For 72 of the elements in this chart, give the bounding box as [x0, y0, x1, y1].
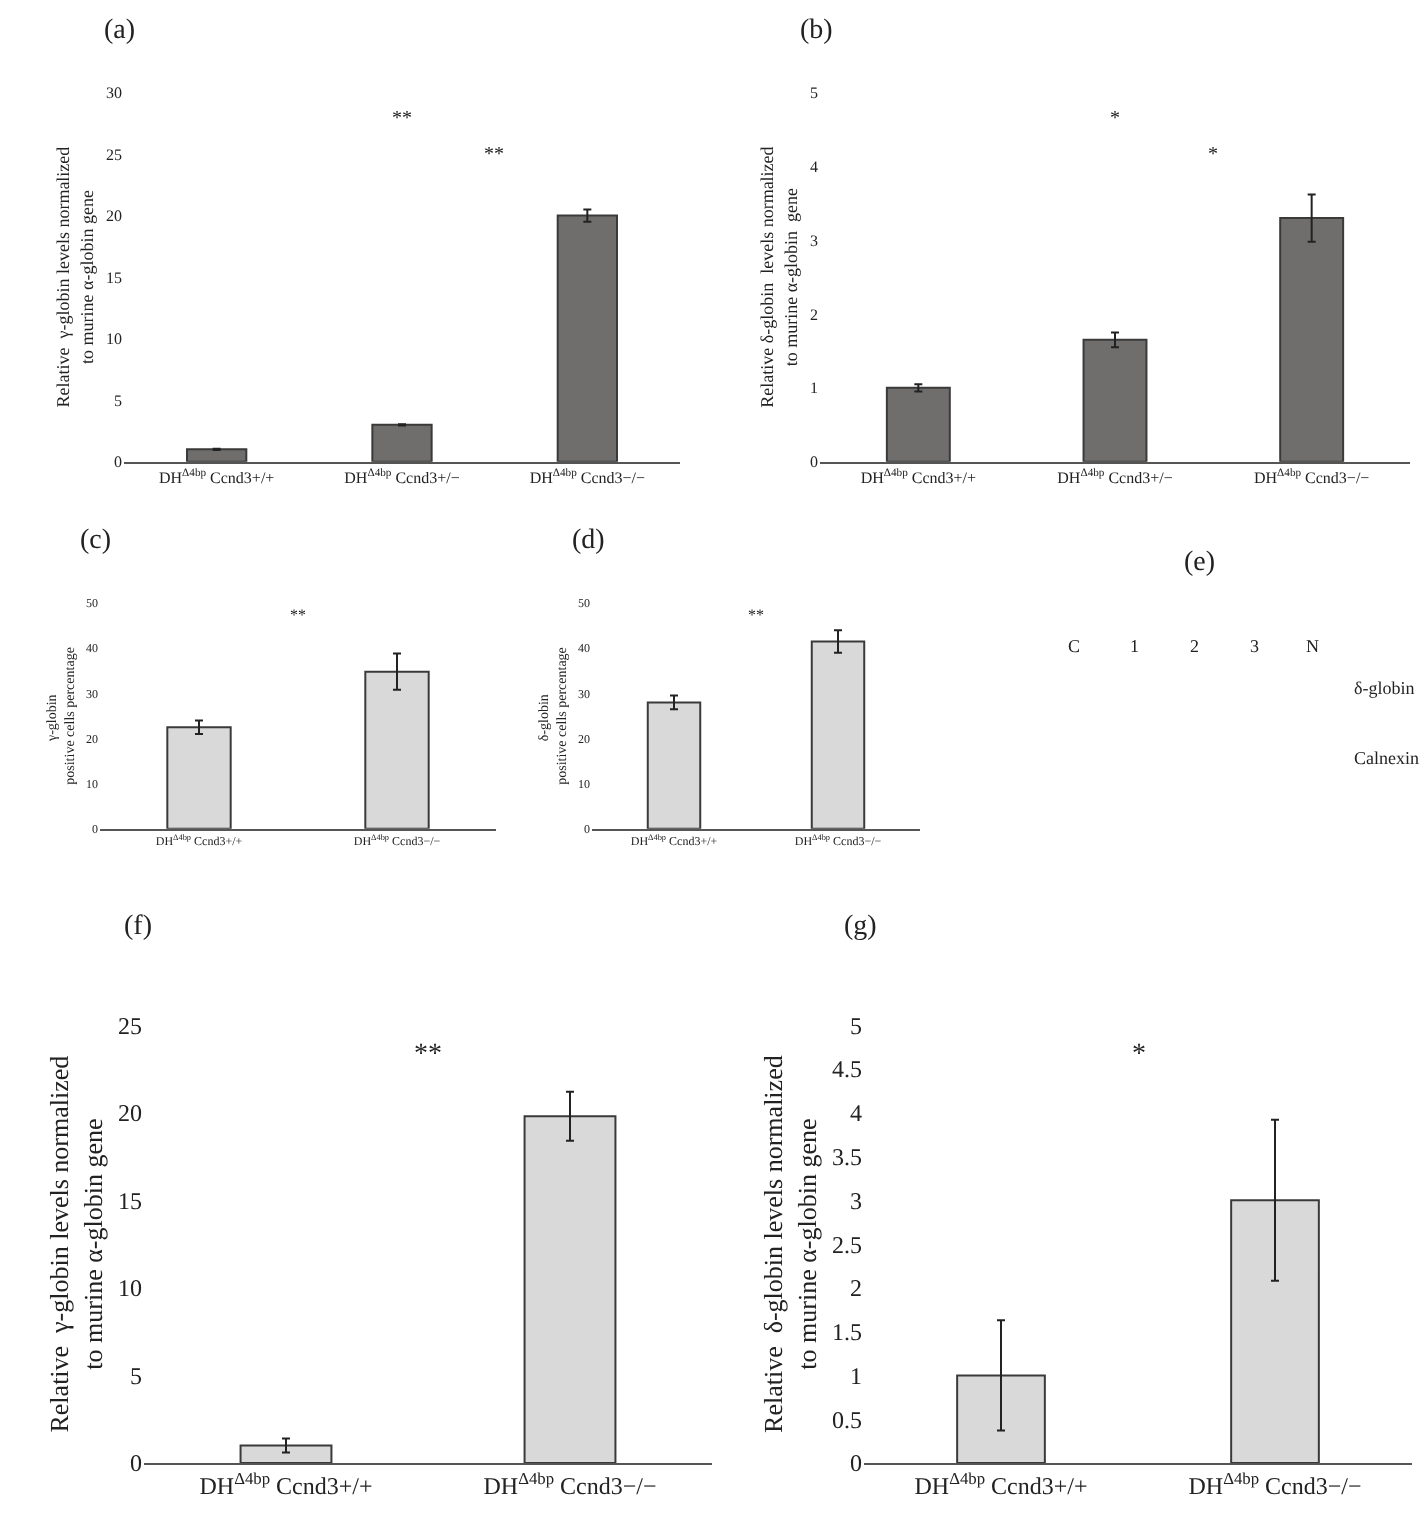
y-tick-label: 1.5	[832, 1318, 862, 1347]
text: (e)	[1184, 548, 1216, 578]
bar	[885, 386, 951, 462]
y-tick-label: 25	[118, 1011, 142, 1040]
chart-title: (f)	[124, 912, 153, 942]
y-tick-label: 2	[810, 305, 818, 324]
y-tick-label: 4	[810, 157, 818, 176]
text: N	[1306, 636, 1320, 656]
text: C	[1068, 636, 1081, 656]
y-tick-label: 15	[118, 1186, 142, 1215]
text: 2	[1190, 636, 1199, 656]
x-tick-label: DH$^{Δ4bp}$ Ccnd3−/−	[1188, 1469, 1362, 1500]
x-tick-label: DH$^{Δ4bp}$ Ccnd3−/−	[1253, 468, 1371, 487]
x-tick-label: DH$^{Δ4bp}$ Ccnd3−/−	[483, 1469, 657, 1500]
annotation: **	[290, 606, 306, 624]
y-tick-label: 4.5	[832, 1055, 862, 1084]
y-tick-label: 5	[850, 1011, 862, 1040]
y-tick-label: 5	[130, 1361, 142, 1390]
y-axis-title: Relative δ-globin levels normalized to murine α-globin gene	[758, 1054, 822, 1433]
x-tick-label: DH$^{Δ4bp}$ Ccnd3+/−	[344, 468, 461, 487]
y-tick-label: 2.5	[832, 1230, 862, 1259]
annotation: *	[1110, 108, 1120, 130]
y-tick-label: 0	[114, 453, 122, 472]
y-axis-title: Relative γ-globin levels normalized to murine α-globin gene	[53, 145, 97, 408]
y-tick-label: 0	[810, 453, 818, 472]
y-tick-label: 5	[810, 84, 818, 103]
x-tick-label: DH$^{Δ4bp}$ Ccnd3+/+	[860, 468, 977, 487]
y-tick-label: 10	[118, 1274, 142, 1303]
chart-title: (g)	[844, 912, 878, 942]
annotation: **	[484, 144, 504, 166]
y-axis-title: Relative δ-globin levels normalized to murine α-globin gene	[757, 145, 801, 408]
y-tick-label: 5	[114, 391, 122, 410]
y-tick-label: 15	[106, 268, 122, 287]
y-tick-label: 0.5	[832, 1405, 862, 1434]
chart-title: (c)	[80, 526, 112, 556]
y-tick-label: 25	[106, 145, 122, 164]
text: 3	[1250, 636, 1260, 656]
text: δ-globin	[1354, 678, 1416, 698]
annotation: **	[414, 1040, 442, 1070]
annotation: *	[1208, 144, 1218, 166]
y-tick-label: 1	[850, 1361, 862, 1390]
chart-title: (b)	[800, 16, 834, 46]
y-tick-label: 20	[118, 1099, 142, 1128]
y-tick-label: 10	[106, 330, 122, 349]
bar	[186, 448, 248, 462]
y-tick-label: 0	[130, 1449, 142, 1478]
x-tick-label: DH$^{Δ4bp}$ Ccnd3+/+	[158, 468, 276, 487]
y-tick-label: 20	[106, 207, 122, 226]
y-axis-title: Relative γ-globin levels normalized to murine α-globin gene	[44, 1054, 108, 1433]
annotation: **	[748, 606, 764, 624]
chart-title: (d)	[572, 526, 606, 556]
text: Calnexin	[1354, 748, 1420, 768]
x-tick-label: DH$^{Δ4bp}$ Ccnd3+/+	[914, 1469, 1088, 1500]
text: 1	[1130, 636, 1139, 656]
bar	[556, 214, 618, 462]
y-tick-label: 3.5	[832, 1142, 862, 1171]
y-tick-label: 4	[850, 1099, 862, 1128]
y-tick-label: 2	[850, 1274, 862, 1303]
bar	[1082, 338, 1148, 462]
chart-title: (a)	[104, 16, 136, 46]
annotation: *	[1132, 1040, 1146, 1070]
bar	[1279, 217, 1345, 462]
x-tick-label: DH$^{Δ4bp}$ Ccnd3+/−	[1057, 468, 1174, 487]
annotation: **	[392, 108, 412, 130]
y-tick-label: 0	[850, 1449, 862, 1478]
y-tick-label: 30	[106, 84, 122, 103]
bar	[371, 423, 433, 462]
y-tick-label: 1	[810, 379, 818, 398]
x-tick-label: DH$^{Δ4bp}$ Ccnd3−/−	[529, 468, 646, 487]
y-tick-label: 3	[850, 1186, 862, 1215]
x-tick-label: DH$^{Δ4bp}$ Ccnd3+/+	[199, 1469, 373, 1500]
y-tick-label: 3	[810, 231, 818, 250]
